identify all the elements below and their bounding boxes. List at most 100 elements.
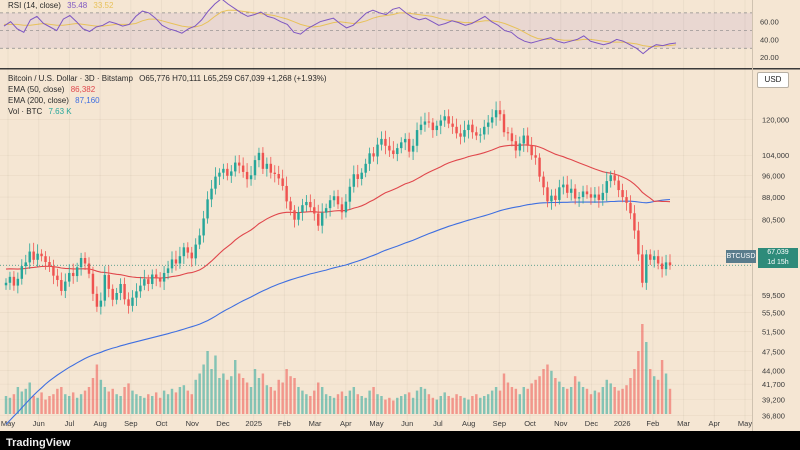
volume-bar (494, 387, 498, 414)
time-tick-label: Jun (33, 419, 45, 428)
candle-body (198, 235, 201, 245)
volume-bar (202, 364, 205, 414)
volume-bar (463, 397, 466, 414)
volume-bar (285, 369, 288, 414)
volume-bar (415, 390, 419, 414)
candle-body (356, 174, 359, 179)
candle-body (577, 197, 581, 199)
candle-body (431, 122, 435, 131)
candle-body (522, 135, 525, 144)
time-tick-label: Mar (309, 419, 322, 428)
candle-body (558, 187, 561, 200)
volume-bar (656, 379, 660, 414)
volume-bar (459, 396, 462, 414)
volume-bar (95, 364, 99, 414)
price-tick-label: 120,000 (762, 115, 789, 124)
volume-bar (403, 394, 407, 414)
volume-bar (190, 394, 193, 414)
price-tick-label: 44,000 (762, 367, 785, 376)
volume-bar (633, 369, 636, 414)
candle-body (32, 251, 35, 260)
volume-bar (396, 397, 399, 414)
volume-bar (490, 390, 494, 414)
volume-label: Vol · BTC (8, 107, 43, 116)
volume-bar (309, 396, 312, 414)
candle-body (324, 208, 328, 213)
volume-bar (20, 391, 24, 414)
price-tick-label: 36,800 (762, 411, 785, 420)
currency-button[interactable]: USD (757, 72, 789, 88)
volume-bar (178, 387, 182, 414)
candle-body (344, 201, 348, 213)
candle-body (257, 152, 261, 161)
candle-body (368, 153, 371, 164)
candle-body (52, 266, 55, 276)
volume-bar (32, 396, 35, 414)
candle-body (593, 194, 597, 198)
time-tick-label: Nov (554, 419, 568, 428)
candle-body (166, 268, 170, 273)
candle-body (151, 274, 154, 284)
volume-bar (40, 392, 43, 414)
volume-bar (158, 397, 162, 414)
volume-bar (419, 387, 423, 414)
candle-body (388, 145, 391, 151)
volume-bar (83, 390, 87, 414)
rsi-tick-label: 60.00 (760, 18, 779, 27)
volume-bar (483, 396, 486, 414)
volume-bar (52, 394, 55, 414)
volume-bar (230, 376, 233, 414)
volume-bar (166, 394, 170, 414)
volume-bar (44, 399, 47, 414)
price-tick-label: 55,500 (762, 309, 785, 318)
candle-body (139, 285, 142, 292)
candle-body (494, 110, 498, 118)
volume-bar (269, 387, 273, 414)
candle-body (182, 247, 186, 257)
volume-bar (36, 397, 39, 414)
candle-body (550, 195, 553, 202)
candle-body (514, 141, 518, 151)
volume-bar (664, 373, 668, 414)
candle-body (277, 173, 280, 179)
volume-bar (411, 397, 415, 414)
candle-body (281, 178, 284, 186)
volume-bar (324, 394, 328, 414)
volume-bar (320, 387, 324, 414)
candle-body (95, 293, 99, 307)
volume-bar (340, 391, 344, 414)
volume-bar (170, 388, 174, 414)
candle-body (589, 194, 593, 198)
volume-bar (388, 397, 391, 414)
candle-body (87, 263, 91, 274)
volume-bar (265, 385, 269, 414)
candle-body (336, 196, 340, 205)
candle-body (16, 278, 20, 286)
candle-body (249, 175, 253, 180)
volume-bar (332, 397, 336, 414)
volume-bar (451, 397, 454, 414)
time-tick-label: Dec (216, 419, 230, 428)
volume-bar (194, 379, 197, 414)
volume-bar (652, 376, 656, 414)
candle-body (320, 212, 324, 226)
volume-bar (498, 390, 502, 414)
candle-body (313, 207, 316, 214)
rsi-line (3, 0, 677, 55)
volume-bar (668, 388, 672, 414)
candle-body (60, 279, 63, 291)
candle-body (554, 195, 557, 200)
candle-body (20, 266, 24, 279)
candle-body (253, 160, 257, 176)
ema200-value: 87,160 (75, 96, 100, 105)
candle-body (645, 254, 648, 283)
volume-legend: Vol · BTC 7.63 K (8, 107, 76, 116)
candle-body (490, 117, 494, 123)
candle-body (562, 184, 565, 188)
candle-body (234, 162, 237, 172)
candle-body (656, 256, 660, 264)
candle-body (530, 145, 533, 156)
candle-body (352, 174, 356, 187)
volume-bar (609, 383, 612, 414)
volume-bar (660, 360, 664, 414)
